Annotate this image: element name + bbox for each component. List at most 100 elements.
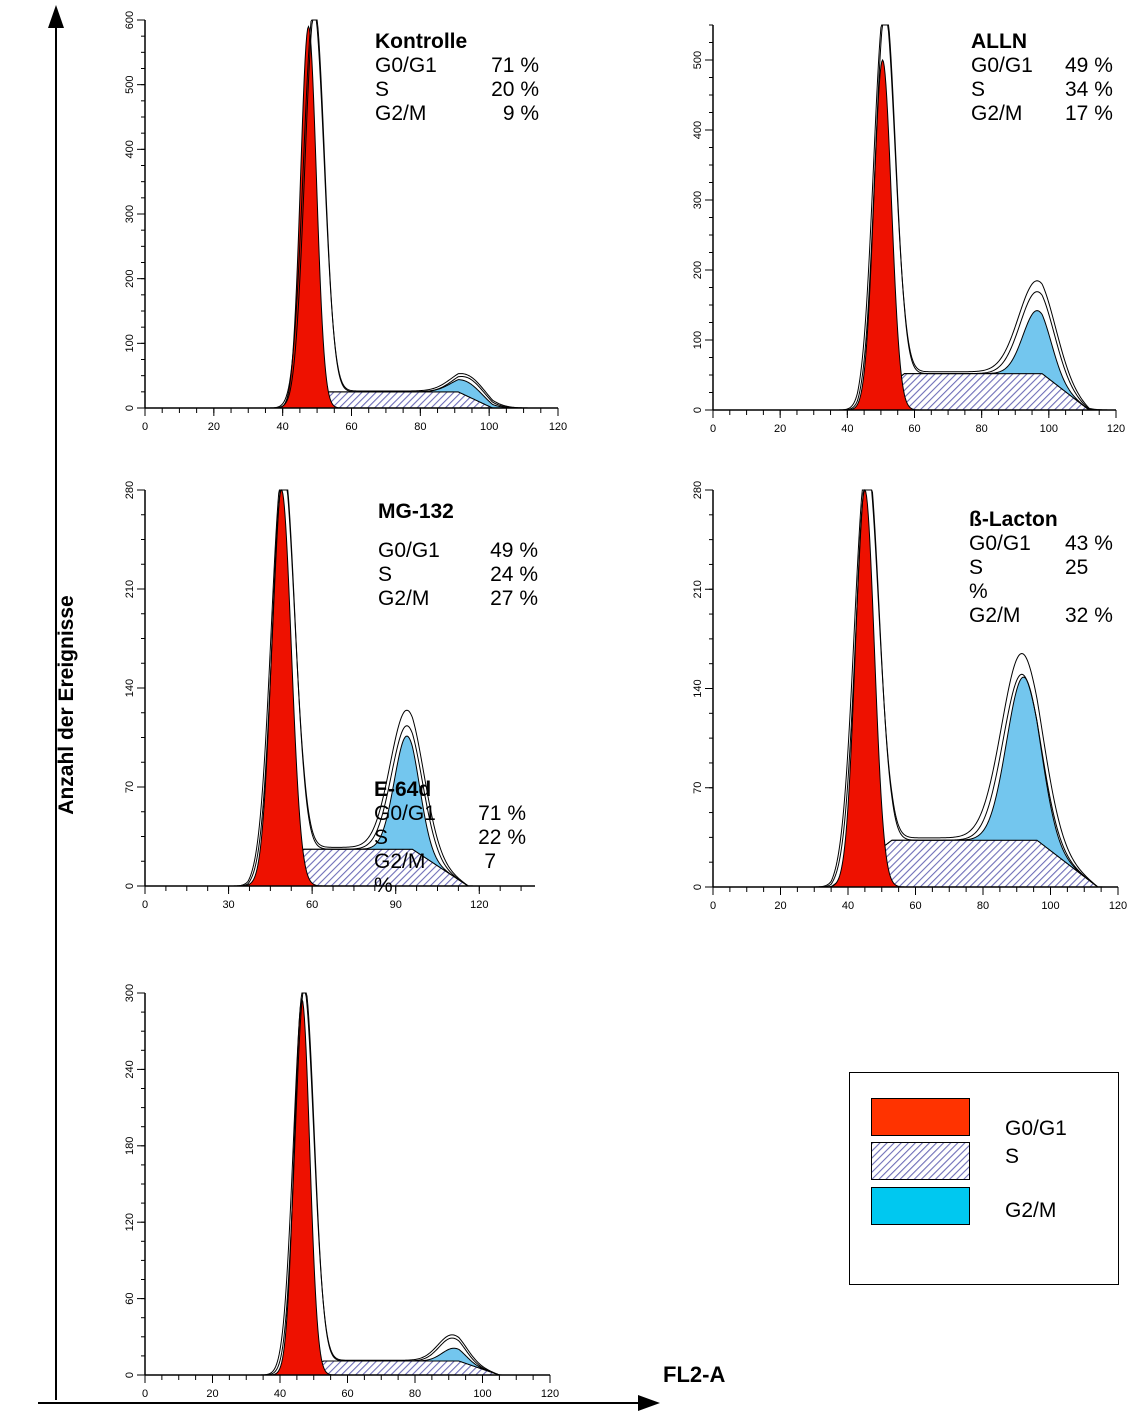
s-label: S: [969, 556, 984, 579]
g0g1-label: G0/G1: [378, 539, 440, 562]
x-tick-label: 0: [142, 899, 148, 911]
x-tick-label: 40: [842, 900, 854, 912]
x-tick-label: 120: [1107, 423, 1125, 435]
x-tick-label: 80: [414, 421, 426, 433]
x-tick-label: 40: [274, 1388, 286, 1400]
g2m-label: G2/M: [378, 587, 430, 610]
x-axis-title: FL2-A: [663, 1362, 726, 1387]
g0g1-label: G0/G1: [969, 532, 1031, 555]
x-tick-label: 80: [409, 1388, 421, 1400]
g0g1-value: 49 %: [1065, 54, 1113, 77]
y-tick-label: 140: [124, 679, 136, 697]
legend-label-s: S: [1005, 1145, 1020, 1168]
y-tick-label: 100: [692, 331, 704, 349]
x-tick-label: 100: [1041, 900, 1059, 912]
y-tick-label: 280: [124, 481, 136, 499]
y-tick-label: 300: [124, 984, 136, 1002]
x-tick-label: 0: [710, 900, 716, 912]
g0g1-label: G0/G1: [971, 54, 1033, 77]
legend-label-g0g1: G0/G1: [1005, 1117, 1067, 1140]
histogram-kontrolle: 0 20 40 60 80 100 120 0 100 200 300 400 500 600: [124, 11, 567, 433]
y-tick-label: 60: [124, 1292, 136, 1304]
stats-e-64d: E-64d G0/G1 71 % S 22 % G2/M 7 %: [374, 778, 526, 898]
s-value: 34 %: [1065, 78, 1113, 101]
g2m-value-wrap: %: [374, 874, 393, 897]
g0g1-peak-area: [145, 997, 550, 1376]
x-tick-label: 20: [208, 421, 220, 433]
g2m-value: 17 %: [1065, 102, 1113, 125]
y-tick-label: 300: [692, 191, 704, 209]
s-label: S: [374, 826, 389, 849]
g0g1-value: 71 %: [478, 802, 526, 825]
y-tick-label: 500: [124, 75, 136, 93]
histogram-alln: 0 20 40 60 80 100 120 0 100 200 300 400 500: [692, 24, 1125, 435]
s-value-wrap: %: [969, 580, 988, 603]
y-tick-label: 0: [692, 407, 704, 413]
y-axis-arrowhead: [48, 5, 64, 28]
y-tick-label: 140: [692, 679, 704, 697]
y-tick-label: 100: [124, 334, 136, 352]
x-axis-arrowhead: [638, 1395, 660, 1411]
y-tick-label: 120: [124, 1213, 136, 1231]
g2m-label: G2/M: [375, 102, 427, 125]
panel-title: Kontrolle: [375, 30, 468, 53]
g0g1-label: G0/G1: [374, 802, 436, 825]
x-tick-label: 60: [909, 900, 921, 912]
y-tick-label: 0: [124, 405, 136, 411]
legend-swatch-s: [871, 1142, 970, 1180]
x-tick-label: 30: [222, 899, 234, 911]
stats-alln: ALLN G0/G1 49 % S 34 % G2/M 17 %: [971, 30, 1129, 126]
x-tick-label: 60: [341, 1388, 353, 1400]
x-tick-label: 0: [710, 423, 716, 435]
g0g1-value: 49 %: [490, 539, 538, 562]
y-axis-title: Anzahl der Ereignisse: [55, 595, 78, 815]
stats-kontrolle: Kontrolle G0/G1 71 % S 20 % G2/M 9 %: [375, 30, 539, 126]
s-value: 25: [1065, 556, 1089, 579]
x-tick-label: 90: [390, 899, 402, 911]
s-value: 24 %: [490, 563, 538, 586]
s-label: S: [378, 563, 393, 586]
legend: G0/G1 S G2/M: [849, 1072, 1119, 1285]
legend-label-g2m: G2/M: [1005, 1199, 1057, 1222]
s-label: S: [971, 78, 986, 101]
y-tick-label: 200: [124, 269, 136, 287]
y-tick-label: 0: [692, 884, 704, 890]
x-tick-label: 20: [206, 1388, 218, 1400]
x-tick-label: 80: [977, 900, 989, 912]
s-label: S: [375, 78, 390, 101]
x-tick-label: 120: [549, 421, 567, 433]
histogram-beta-lacton: 0 20 40 60 80 100 120 0 70 140 210 280: [692, 481, 1127, 912]
g2m-value: 7: [484, 850, 496, 873]
y-tick-label: 400: [124, 140, 136, 158]
y-tick-label: 0: [124, 883, 136, 889]
fit-trace: [145, 992, 550, 1376]
g0g1-label: G0/G1: [375, 54, 437, 77]
x-tick-label: 100: [480, 421, 498, 433]
x-tick-label: 0: [142, 421, 148, 433]
histogram-mg-132: 0 30 60 90 120 0 70 140 210 280: [124, 481, 535, 911]
y-tick-label: 280: [692, 481, 704, 499]
x-tick-label: 100: [473, 1388, 491, 1400]
y-tick-label: 300: [124, 205, 136, 223]
panel-title: E-64d: [374, 778, 432, 801]
g2m-label: G2/M: [374, 850, 426, 873]
s-phase-area: [145, 1360, 550, 1376]
y-tick-label: 400: [692, 121, 704, 139]
legend-swatch-g0g1: [871, 1098, 970, 1136]
g0g1-value: 43 %: [1065, 532, 1113, 555]
legend-swatch-g2m: [871, 1187, 970, 1225]
y-tick-label: 600: [124, 11, 136, 29]
g2m-label: G2/M: [969, 604, 1021, 627]
stats-beta-lacton: ß-Lacton G0/G1 43 % S 25 % G2/M 32 %: [969, 508, 1127, 628]
y-tick-label: 200: [692, 261, 704, 279]
y-tick-label: 180: [124, 1137, 136, 1155]
g2m-label: G2/M: [971, 102, 1023, 125]
panel-title: ALLN: [971, 30, 1027, 53]
x-tick-label: 120: [541, 1388, 559, 1400]
x-tick-label: 20: [774, 423, 786, 435]
s-value: 20 %: [491, 78, 539, 101]
x-tick-label: 80: [976, 423, 988, 435]
g2m-value: 9 %: [502, 102, 539, 125]
y-tick-label: 240: [124, 1060, 136, 1078]
